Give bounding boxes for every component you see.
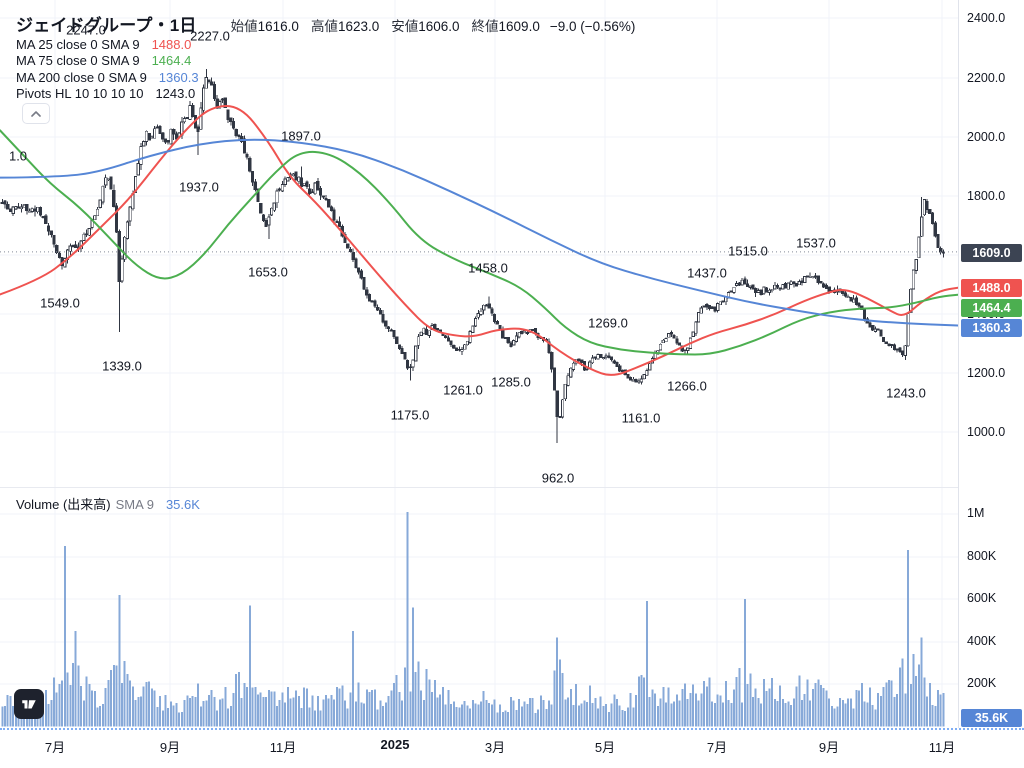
- ma200-value-badge: 1360.3: [961, 319, 1022, 337]
- tradingview-logo-icon: [22, 700, 36, 709]
- time-tick: 9月: [818, 740, 840, 755]
- price-axis[interactable]: 2400.0 2200.0 2000.0 1800.0 1600.0 1400.…: [958, 0, 1024, 728]
- price-chart-canvas[interactable]: [0, 0, 958, 487]
- time-axis[interactable]: 7月 9月 11月 2025 3月 5月 7月 9月 11月: [0, 728, 1024, 768]
- chevron-up-icon: [31, 110, 41, 117]
- time-tick: 5月: [594, 740, 616, 755]
- volume-tick: 800K: [967, 549, 997, 563]
- price-tick: 2400.0: [967, 11, 1006, 25]
- symbol-title[interactable]: ジェイドグループ・1日: [16, 16, 197, 35]
- ohlc-readout: 始値1616.0 高値1623.0 安値1606.0 終値1609.0: [231, 15, 540, 35]
- time-tick: 11月: [269, 740, 297, 755]
- indicator-legend: MA 25 close 0 SMA 9 1488.0 MA 75 close 0 …: [16, 37, 199, 103]
- time-tick: 3月: [484, 740, 506, 755]
- volume-legend[interactable]: Volume (出来高) SMA 9 35.6K: [16, 497, 200, 512]
- legend-ma200[interactable]: MA 200 close 0 SMA 9 1360.3: [16, 69, 199, 85]
- time-tick: 7月: [44, 740, 66, 755]
- change-readout: −9.0 (−0.56%): [549, 19, 636, 34]
- close-value: 終値1609.0: [471, 19, 540, 34]
- price-pane[interactable]: 2247.0 2227.0 1897.0 1.0 1937.0 1537.0 1515.0 1…: [0, 0, 958, 487]
- last-price-badge: 1609.0: [961, 244, 1022, 262]
- volume-tick: 400K: [967, 634, 997, 648]
- price-tick: 1800.0: [967, 189, 1006, 203]
- price-tick: 2000.0: [967, 130, 1006, 144]
- legend-pivots[interactable]: Pivots HL 10 10 10 10 1243.0: [16, 86, 196, 102]
- legend-ma25[interactable]: MA 25 close 0 SMA 9 1488.0: [16, 37, 192, 52]
- ma25-value-badge: 1488.0: [961, 279, 1022, 297]
- chart-header: ジェイドグループ・1日 始値1616.0 高値1623.0 安値1606.0 終…: [16, 11, 635, 36]
- price-tick: 1200.0: [967, 366, 1006, 380]
- tradingview-logo[interactable]: [14, 689, 44, 719]
- open-value: 始値1616.0: [230, 19, 299, 34]
- low-value: 安値1606.0: [391, 19, 460, 34]
- time-tick: 7月: [706, 740, 728, 755]
- volume-tick: 200K: [967, 676, 997, 690]
- time-tick-year: 2025: [380, 737, 410, 752]
- high-value: 高値1623.0: [310, 19, 380, 34]
- collapse-legend-button[interactable]: [22, 103, 50, 124]
- volume-tick: 1M: [967, 506, 985, 520]
- legend-ma75[interactable]: MA 75 close 0 SMA 9 1464.4: [16, 53, 192, 69]
- time-tick: 9月: [159, 740, 181, 755]
- volume-tick: 600K: [967, 591, 997, 605]
- volume-pane[interactable]: Volume (出来高) SMA 9 35.6K: [0, 487, 958, 729]
- session-separator-line: [0, 728, 1024, 730]
- volume-sma-badge: 35.6K: [961, 709, 1022, 727]
- price-tick: 2200.0: [967, 71, 1006, 85]
- volume-chart-canvas[interactable]: [0, 488, 958, 729]
- ma75-value-badge: 1464.4: [961, 299, 1022, 317]
- time-tick: 11月: [928, 740, 956, 755]
- price-tick: 1000.0: [967, 425, 1006, 439]
